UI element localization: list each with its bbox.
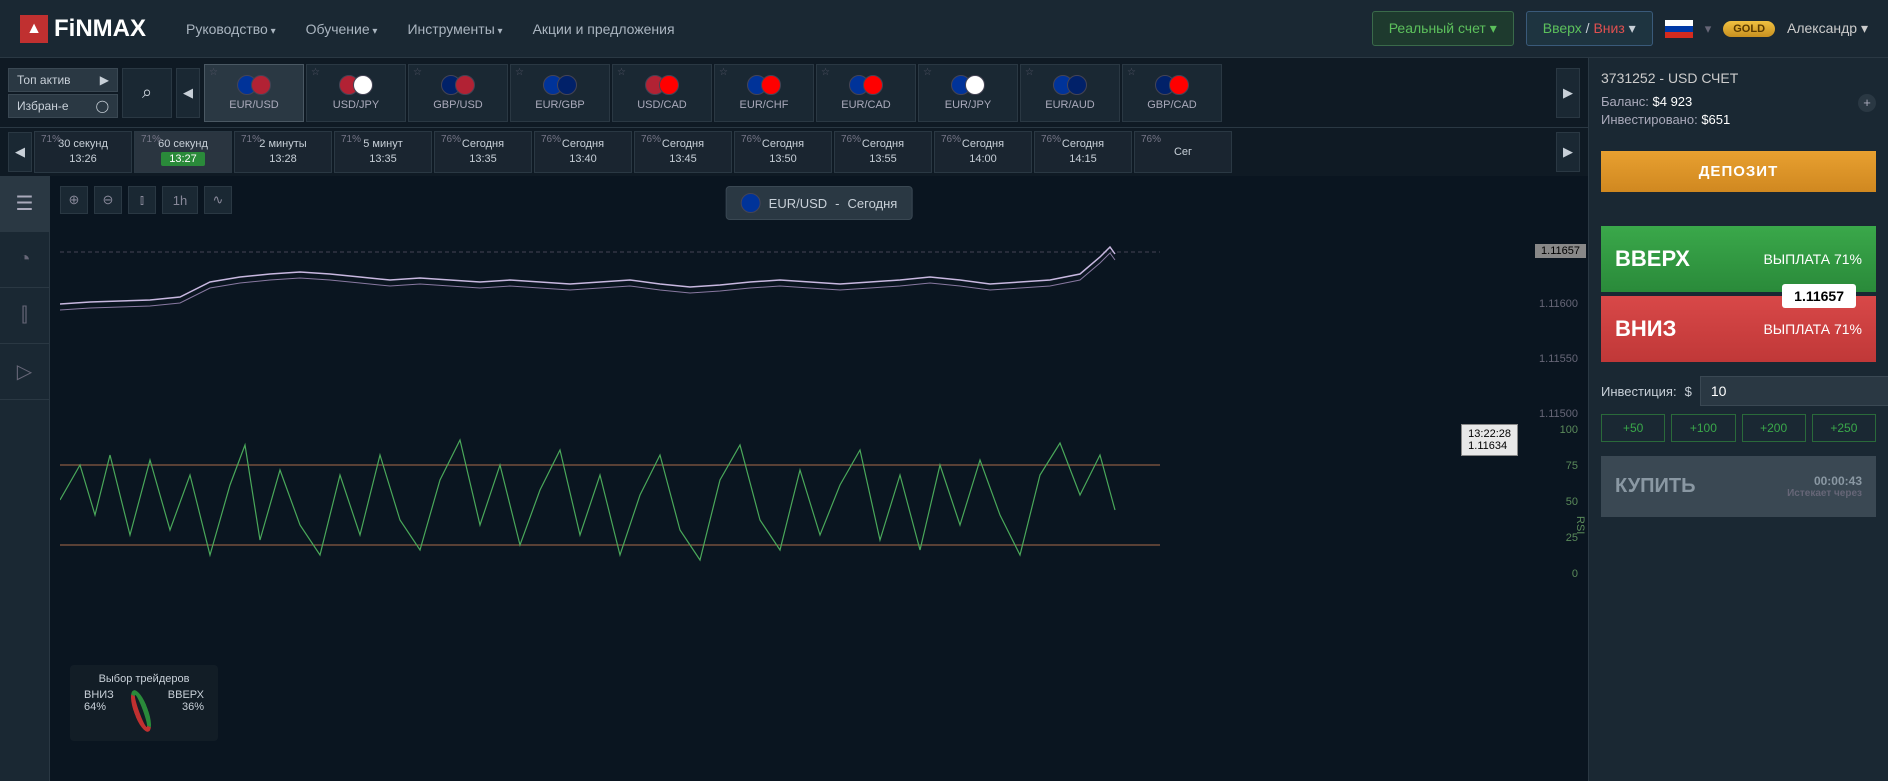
- circle-icon: ◯: [96, 99, 109, 113]
- nav-tools[interactable]: Инструменты: [407, 21, 502, 37]
- increment-row: +50+100+200+250: [1601, 414, 1876, 442]
- timeframe-slot[interactable]: 76%Сегодня14:15: [1034, 131, 1132, 173]
- current-price-label: 1.11657: [1535, 244, 1586, 258]
- timeframe-slot[interactable]: 76%Сег: [1134, 131, 1232, 173]
- timeframe-slot[interactable]: 76%Сегодня13:45: [634, 131, 732, 173]
- account-info: 3731252 - USD СЧЕТ Баланс: $4 923+ Инвес…: [1601, 70, 1876, 127]
- timeframe-slot[interactable]: 76%Сегодня13:40: [534, 131, 632, 173]
- timeframe-slot[interactable]: 76%Сегодня13:50: [734, 131, 832, 173]
- star-icon[interactable]: ☆: [515, 67, 524, 78]
- star-icon[interactable]: ☆: [923, 67, 932, 78]
- investment-row: Инвестиция: $: [1601, 376, 1876, 406]
- header: ▲ FiNMAX Руководство Обучение Инструмент…: [0, 0, 1888, 58]
- search-button[interactable]: ⌕: [122, 68, 172, 118]
- top-assets-button[interactable]: Топ актив▶: [8, 68, 118, 92]
- asset-EUR-CAD[interactable]: ☆EUR/CAD: [816, 64, 916, 122]
- asset-EUR-USD[interactable]: ☆EUR/USD: [204, 64, 304, 122]
- logo[interactable]: ▲ FiNMAX: [20, 15, 146, 43]
- logo-icon: ▲: [20, 15, 48, 43]
- search-icon: ⌕: [142, 82, 152, 103]
- buy-button[interactable]: КУПИТЬ 00:00:43Истекает через: [1601, 456, 1876, 517]
- star-icon[interactable]: ☆: [719, 67, 728, 78]
- star-icon[interactable]: ☆: [617, 67, 626, 78]
- flag-icon[interactable]: [1665, 20, 1693, 38]
- chart-tools: ☰ ◔ ⫿ ▷: [0, 176, 50, 781]
- asset-GBP-CAD[interactable]: ☆GBP/CAD: [1122, 64, 1222, 122]
- asset-EUR-GBP[interactable]: ☆EUR/GBP: [510, 64, 610, 122]
- asset-GBP-USD[interactable]: ☆GBP/USD: [408, 64, 508, 122]
- timeframe-slot[interactable]: 71%5 минут13:35: [334, 131, 432, 173]
- pair-flag-icon: [741, 193, 761, 213]
- nav-education[interactable]: Обучение: [306, 21, 378, 37]
- trade-up-button[interactable]: ВВЕРХ ВЫПЛАТА 71%: [1601, 226, 1876, 292]
- scroll-left-button[interactable]: ◀: [176, 68, 200, 118]
- timeframe-slot[interactable]: 71%30 секунд13:26: [34, 131, 132, 173]
- updown-button[interactable]: Вверх / Вниз ▾: [1526, 11, 1653, 46]
- star-icon[interactable]: ☆: [413, 67, 422, 78]
- play-icon: ▶: [100, 73, 109, 87]
- timeframe-list: 71%30 секунд13:2671%60 секунд13:2771%2 м…: [34, 131, 1554, 173]
- header-right: Реальный счет ▾ Вверх / Вниз ▾ ▾ GOLD Ал…: [1372, 11, 1868, 46]
- increment-button[interactable]: +200: [1742, 414, 1806, 442]
- fav-assets-button[interactable]: Избран-е◯: [8, 94, 118, 118]
- timeframe-bar: ◀ 71%30 секунд13:2671%60 секунд13:2771%2…: [0, 128, 1588, 176]
- star-icon[interactable]: ☆: [821, 67, 830, 78]
- time-scroll-right[interactable]: ▶: [1556, 132, 1580, 172]
- timeframe-slot[interactable]: 71%60 секунд13:27: [134, 131, 232, 173]
- time-scroll-left[interactable]: ◀: [8, 132, 32, 172]
- strike-price: 1.11657: [1782, 284, 1856, 308]
- zoom-in-icon[interactable]: ⊕: [60, 186, 88, 214]
- star-icon[interactable]: ☆: [209, 67, 218, 78]
- star-icon[interactable]: ☆: [1025, 67, 1034, 78]
- tool-coins-icon[interactable]: ☰: [0, 176, 49, 232]
- star-icon[interactable]: ☆: [311, 67, 320, 78]
- timeframe-1h-button[interactable]: 1h: [162, 186, 198, 214]
- bars-icon[interactable]: ⫾: [128, 186, 156, 214]
- gold-badge: GOLD: [1723, 21, 1775, 37]
- rsi-label: RSI: [1574, 516, 1586, 534]
- asset-USD-CAD[interactable]: ☆USD/CAD: [612, 64, 712, 122]
- star-icon[interactable]: ☆: [1127, 67, 1136, 78]
- chart-title: EUR/USD - Сегодня: [726, 186, 913, 220]
- timeframe-slot[interactable]: 71%2 минуты13:28: [234, 131, 332, 173]
- investment-input[interactable]: [1700, 376, 1888, 406]
- add-balance-button[interactable]: +: [1858, 94, 1876, 112]
- tool-play-icon[interactable]: ▷: [0, 344, 49, 400]
- deposit-button[interactable]: ДЕПОЗИТ: [1601, 151, 1876, 192]
- chart-area: ☰ ◔ ⫿ ▷ ⊕ ⊖ ⫾ 1h ∿ EUR/USD - Сегодня 1.1…: [0, 176, 1588, 781]
- rsi-chart[interactable]: [60, 425, 1578, 585]
- nav-guide[interactable]: Руководство: [186, 21, 276, 37]
- timeframe-slot[interactable]: 76%Сегодня13:55: [834, 131, 932, 173]
- timeframe-slot[interactable]: 76%Сегодня14:00: [934, 131, 1032, 173]
- increment-button[interactable]: +250: [1812, 414, 1876, 442]
- sentiment-ring-icon: [127, 688, 155, 734]
- increment-button[interactable]: +50: [1601, 414, 1665, 442]
- scroll-right-button[interactable]: ▶: [1556, 68, 1580, 118]
- asset-nav: Топ актив▶ Избран-е◯: [8, 68, 118, 118]
- line-icon[interactable]: ∿: [204, 186, 232, 214]
- nav-promo[interactable]: Акции и предложения: [533, 21, 675, 37]
- timeframe-slot[interactable]: 76%Сегодня13:35: [434, 131, 532, 173]
- asset-EUR-CHF[interactable]: ☆EUR/CHF: [714, 64, 814, 122]
- asset-EUR-AUD[interactable]: ☆EUR/AUD: [1020, 64, 1120, 122]
- brand-text: FiNMAX: [54, 15, 146, 43]
- assets-list: ☆EUR/USD☆USD/JPY☆GBP/USD☆EUR/GBP☆USD/CAD…: [204, 64, 1552, 122]
- zoom-out-icon[interactable]: ⊖: [94, 186, 122, 214]
- asset-bar: Топ актив▶ Избран-е◯ ⌕ ◀ ☆EUR/USD☆USD/JP…: [0, 58, 1588, 128]
- sentiment-title: Выбор трейдеров: [99, 673, 190, 685]
- tool-clock-icon[interactable]: ◔: [0, 232, 49, 288]
- asset-EUR-JPY[interactable]: ☆EUR/JPY: [918, 64, 1018, 122]
- chart-tooltip: 13:22:28 1.11634: [1461, 424, 1518, 456]
- account-type-button[interactable]: Реальный счет ▾: [1372, 11, 1514, 46]
- price-chart[interactable]: [60, 222, 1578, 422]
- main-nav: Руководство Обучение Инструменты Акции и…: [186, 21, 1372, 37]
- trade-panel: 3731252 - USD СЧЕТ Баланс: $4 923+ Инвес…: [1588, 58, 1888, 781]
- increment-button[interactable]: +100: [1671, 414, 1735, 442]
- asset-USD-JPY[interactable]: ☆USD/JPY: [306, 64, 406, 122]
- tool-chart-icon[interactable]: ⫿: [0, 288, 49, 344]
- user-menu[interactable]: Александр ▾: [1787, 20, 1868, 37]
- sentiment-widget: Выбор трейдеров ВНИЗ64% ВВЕРХ36%: [70, 665, 218, 741]
- chart-main: ⊕ ⊖ ⫾ 1h ∿ EUR/USD - Сегодня 1.11657 1.1…: [50, 176, 1588, 781]
- account-id: 3731252 - USD СЧЕТ: [1601, 70, 1876, 86]
